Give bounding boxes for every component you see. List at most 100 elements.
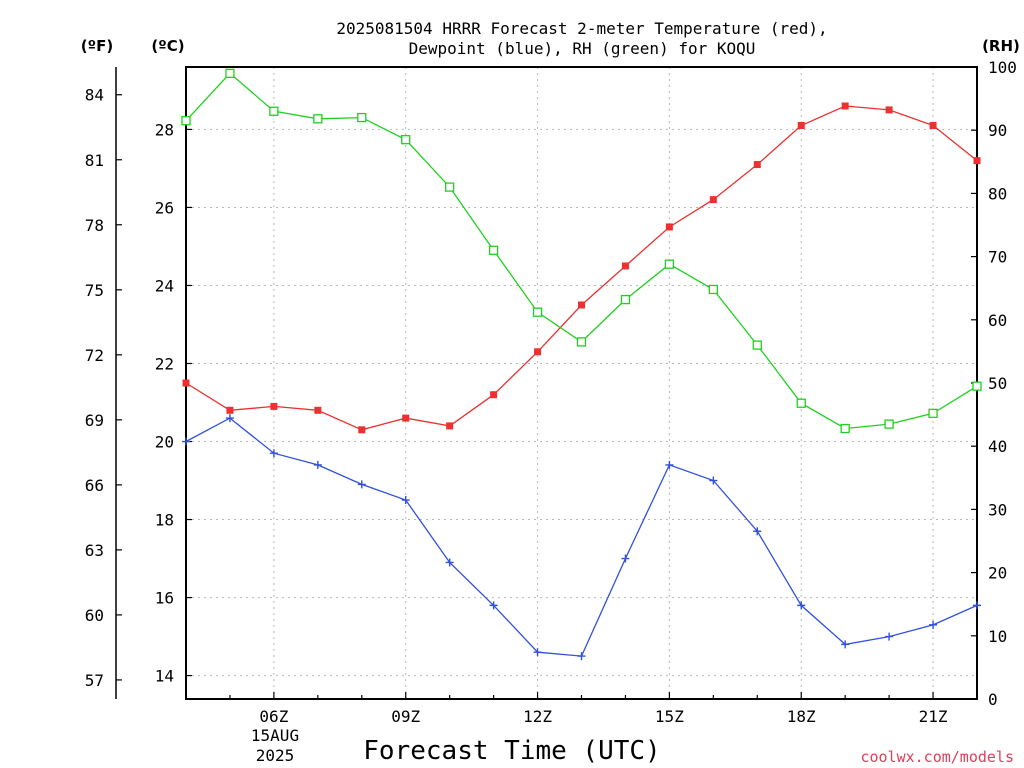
celsius-tick-label: 18 [155, 511, 174, 530]
rh-axis: 0 10 20 30 40 50 60 70 80 90 100 [971, 58, 1017, 709]
series-layer [181, 68, 982, 661]
relative-humidity-point [884, 419, 894, 429]
temperature-point [270, 402, 278, 410]
x-tick-label: 12Z [523, 707, 552, 726]
chart-title-line1: 2025081504 HRRR Forecast 2-meter Tempera… [336, 19, 827, 38]
time-axis: 06Z 09Z 12Z 15Z 18Z 21Z [185, 692, 978, 726]
dewpoint-point [401, 496, 410, 505]
dewpoint-point [269, 449, 278, 458]
x-tick-label: 18Z [787, 707, 816, 726]
temperature-point [226, 406, 234, 414]
temperature-point [665, 223, 673, 231]
relative-humidity-point [708, 284, 718, 295]
rh-tick-label: 30 [988, 500, 1007, 519]
dewpoint-line [185, 417, 978, 657]
dewpoint-point [577, 652, 586, 661]
dewpoint-point [489, 601, 498, 610]
celsius-tick-label: 26 [155, 198, 174, 217]
x-tick-label: 09Z [391, 707, 420, 726]
rh-tick-label: 100 [988, 58, 1017, 77]
relative-humidity-point [664, 259, 675, 269]
rh-tick-label: 60 [988, 311, 1007, 330]
dewpoint-point [665, 460, 674, 469]
temperature-point [885, 106, 893, 114]
temperature-point [534, 348, 542, 356]
rh-tick-label: 20 [988, 564, 1007, 583]
relative-humidity-point [181, 116, 191, 126]
relative-humidity-point [445, 182, 455, 192]
temperature-line [185, 105, 978, 431]
relative-humidity-point [269, 106, 279, 116]
fahrenheit-tick-label: 72 [85, 346, 104, 365]
relative-humidity-point [532, 307, 543, 317]
temperature-point [621, 262, 629, 270]
celsius-tick-label: 22 [155, 354, 174, 373]
temperature-point [578, 301, 585, 309]
plot-frame [185, 66, 978, 700]
fahrenheit-tick-label: 69 [85, 411, 104, 430]
rh-tick-label: 40 [988, 437, 1007, 456]
x-tick-label: 21Z [919, 707, 948, 726]
dewpoint-point [797, 601, 806, 610]
relative-humidity-point [840, 423, 850, 434]
celsius-tick-label: 28 [155, 120, 174, 139]
rh-tick-label: 90 [988, 121, 1007, 140]
celsius-axis: 14 16 18 20 22 24 26 28 [155, 120, 192, 686]
dewpoint-point [621, 554, 630, 563]
dewpoint-point [313, 460, 322, 469]
temperature-point [358, 426, 366, 434]
rh-tick-label: 10 [988, 627, 1007, 646]
fahrenheit-axis: 57 60 63 66 69 72 75 78 81 84 [85, 86, 122, 690]
dewpoint-point [533, 648, 542, 657]
fahrenheit-tick-label: 78 [85, 216, 104, 235]
fahrenheit-tick-label: 84 [85, 86, 104, 105]
relative-humidity-point [752, 340, 762, 350]
celsius-tick-label: 14 [155, 667, 174, 686]
temperature-point [182, 379, 190, 387]
fahrenheit-tick-label: 75 [85, 281, 104, 300]
fahrenheit-tick-label: 81 [85, 151, 104, 170]
relative-humidity-point [225, 68, 235, 78]
celsius-tick-label: 20 [155, 433, 174, 452]
relative-humidity-point [401, 135, 411, 145]
dewpoint-point [357, 480, 366, 489]
rh-tick-label: 80 [988, 184, 1007, 203]
fahrenheit-unit-label: (ºF) [81, 37, 113, 55]
dewpoint-point [885, 632, 894, 641]
rh-tick-label: 50 [988, 374, 1007, 393]
relative-humidity-point [796, 398, 806, 408]
celsius-tick-label: 24 [155, 276, 174, 295]
temperature-point [446, 422, 454, 430]
chart-title-line2: Dewpoint (blue), RH (green) for KOQU [409, 39, 756, 58]
relative-humidity-point [576, 337, 587, 347]
temperature-point [402, 414, 410, 422]
date-label-line1: 15AUG [251, 726, 299, 745]
dewpoint-point [753, 527, 762, 536]
relative-humidity-point [488, 245, 499, 255]
fahrenheit-tick-label: 63 [85, 541, 104, 560]
dewpoint-point [929, 620, 938, 629]
dewpoint-point [709, 476, 718, 485]
relative-humidity-line [185, 72, 978, 430]
dewpoint-point [445, 558, 454, 567]
fahrenheit-tick-label: 57 [85, 671, 104, 690]
x-axis-title: Forecast Time (UTC) [363, 736, 660, 766]
x-tick-label: 06Z [259, 707, 288, 726]
dewpoint-point [841, 640, 850, 649]
celsius-tick-label: 16 [155, 589, 174, 608]
fahrenheit-tick-label: 60 [85, 606, 104, 625]
relative-humidity-point [972, 381, 982, 391]
fahrenheit-tick-label: 66 [85, 476, 104, 495]
credit-text: coolwx.com/models [860, 748, 1014, 766]
dewpoint-point [973, 601, 981, 610]
temperature-point [841, 102, 849, 110]
relative-humidity-point [928, 408, 938, 418]
temperature-point [753, 161, 761, 169]
grid-lines [186, 67, 977, 699]
rh-tick-label: 0 [988, 690, 998, 709]
x-tick-label: 15Z [655, 707, 684, 726]
temperature-point [314, 406, 322, 414]
relative-humidity-point [357, 112, 367, 123]
relative-humidity-point [313, 114, 323, 124]
